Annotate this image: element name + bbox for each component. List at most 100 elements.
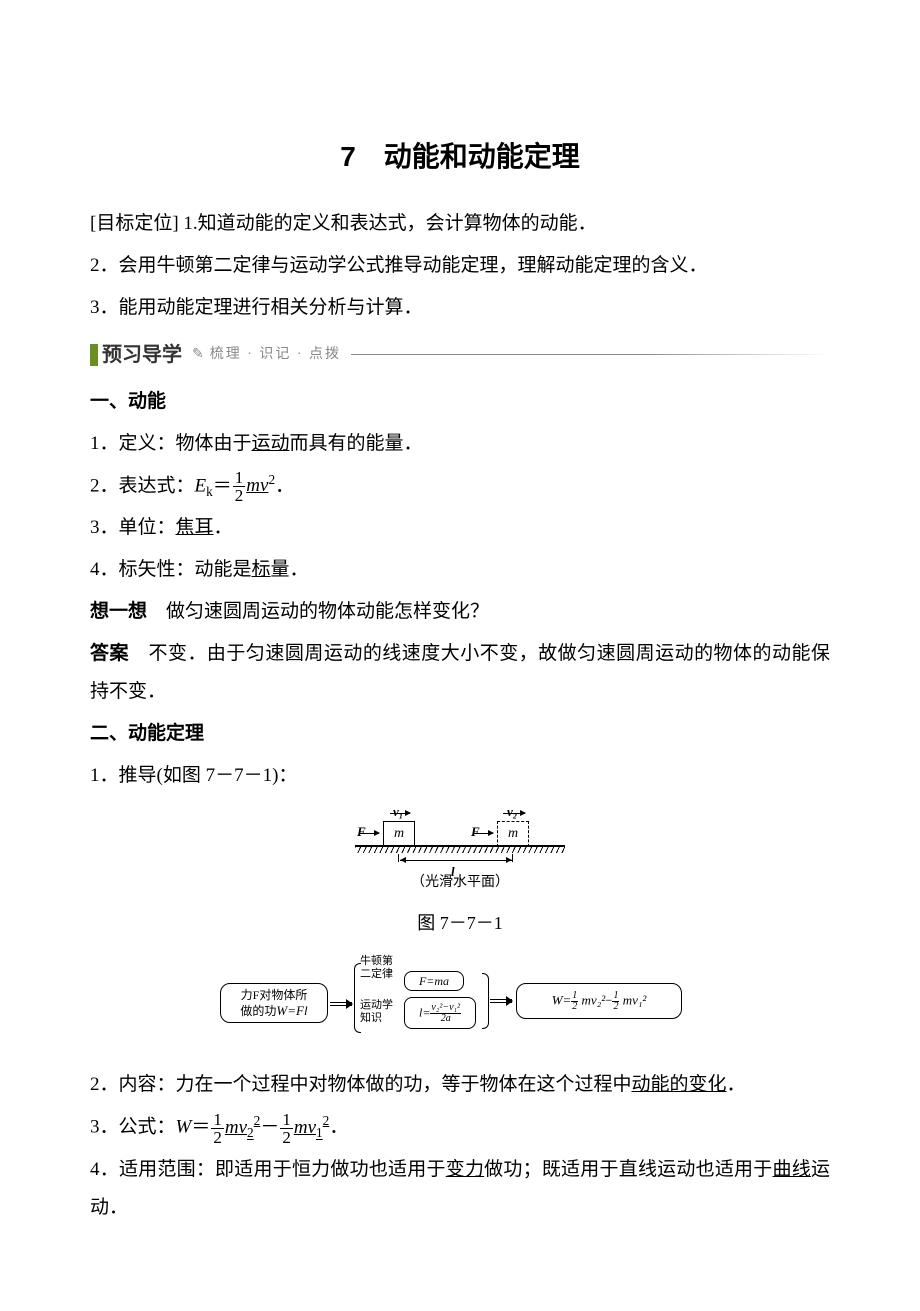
s2-p3-f1: 12 <box>211 1111 224 1146</box>
b3-minus: − <box>605 992 612 1007</box>
s1-p1-post: 而具有的能量． <box>290 433 423 454</box>
dim-tick-left <box>398 854 399 862</box>
surface-note: （光滑水平面） <box>355 869 565 897</box>
s1-p1-u: 运动 <box>252 433 290 454</box>
s2-p2-pre: 2．内容：力在一个过程中对物体做的功，等于物体在这个过程中 <box>90 1074 632 1095</box>
objective-1: [目标定位] 1.知道动能的定义和表达式，会计算物体的动能． <box>90 205 830 243</box>
s2-p3-pre: 3．公式： <box>90 1117 176 1138</box>
think-line: 想一想 做匀速圆周运动的物体动能怎样变化？ <box>90 593 830 631</box>
s2-p3-n1: 1 <box>211 1111 224 1129</box>
section-2-heading: 二、动能定理 <box>90 715 830 753</box>
s2-p2-post: ． <box>727 1074 746 1095</box>
banner-sub: 梳理 · 识记 · 点拨 <box>210 341 341 369</box>
s1-p2-den: 2 <box>233 487 246 504</box>
s2-p3-eq: ＝ <box>191 1117 210 1138</box>
s2-p3-d1: 2 <box>211 1129 224 1146</box>
banner-line <box>351 354 830 355</box>
answer-line: 答案 不变．由于匀速圆周运动的线速度大小不变，故做匀速圆周运动的物体的动能保持不… <box>90 635 830 711</box>
flow-box-newton: F=ma <box>404 971 464 991</box>
box1-l2-pre: 做的功 <box>240 1004 276 1018</box>
objective-3: 3．能用动能定理进行相关分析与计算． <box>90 289 830 327</box>
s2-p2-u: 动能的变化 <box>632 1074 727 1095</box>
small2-den: 2a <box>430 1014 461 1024</box>
s2-p4: 4．适用范围：即适用于恒力做功也适用于变力做功；既适用于直线运动也适用于曲线运动… <box>90 1151 830 1227</box>
s1-p2-frac: 12 <box>233 469 246 504</box>
section-1-heading: 一、动能 <box>90 383 830 421</box>
v1-label: v₁ <box>393 799 403 825</box>
s1-p4: 4．标矢性：动能是标量． <box>90 551 830 589</box>
b3-pre: W= <box>552 992 572 1007</box>
think-label: 想一想 <box>90 601 147 622</box>
s2-p3-n2: 1 <box>280 1111 293 1129</box>
s2-p4-u2: 曲线 <box>773 1159 811 1180</box>
flow-box-work: 力F对物体所 做的功W=Fl <box>220 983 328 1023</box>
flow-box-result: W=12 mv₂²−12 mv₁² <box>516 983 682 1019</box>
document-page: 7 动能和动能定理 [目标定位] 1.知道动能的定义和表达式，会计算物体的动能．… <box>0 0 920 1311</box>
s1-p1-pre: 1．定义：物体由于 <box>90 433 252 454</box>
flow-arrow-1 <box>330 1002 352 1004</box>
figure-1-caption: 图 7－7－1 <box>90 905 830 941</box>
ground-hatch <box>355 846 565 853</box>
s2-p3-s2a: 2 <box>247 1126 254 1141</box>
s1-p2-num: 1 <box>233 469 246 487</box>
v2-label: v₂ <box>507 799 517 825</box>
s1-p4-pre: 4．标矢性：动能是 <box>90 559 252 580</box>
s1-p2: 2．表达式：Ek＝12mv2 ． <box>90 467 830 506</box>
mid-label-bot: 运动学 知识 <box>360 999 393 1023</box>
s1-p2-eq: ＝ <box>213 475 232 496</box>
s1-p3-post: ． <box>214 517 233 538</box>
answer-label: 答案 <box>90 643 129 664</box>
think-q: 做匀速圆周运动的物体动能怎样变化？ <box>147 601 489 622</box>
force-label-2: F <box>471 819 480 845</box>
s1-p2-pre: 2．表达式： <box>90 475 195 496</box>
s1-p2-k: k <box>206 484 213 499</box>
s1-p2-post: ． <box>275 475 294 496</box>
answer-text: 不变．由于匀速圆周运动的线速度大小不变，故做匀速圆周运动的物体的动能保持不变． <box>90 643 830 702</box>
pencil-icon: ✎ <box>192 341 204 369</box>
s2-p2: 2．内容：力在一个过程中对物体做的功，等于物体在这个过程中动能的变化． <box>90 1066 830 1104</box>
figure-2: 力F对物体所 做的功W=Fl 牛顿第 二定律 运动学 知识 F=ma l=v₂²… <box>90 951 830 1060</box>
banner-bar <box>90 344 98 366</box>
objective-2: 2．会用牛顿第二定律与运动学公式推导动能定理，理解动能定理的含义． <box>90 247 830 285</box>
s2-p4-pre: 4．适用范围：即适用于恒力做功也适用于 <box>90 1159 446 1180</box>
small2-frac: v₂²−v₁²2a <box>430 1003 461 1024</box>
force-label-1: F <box>357 819 366 845</box>
derivation-flowchart: 力F对物体所 做的功W=Fl 牛顿第 二定律 运动学 知识 F=ma l=v₂²… <box>220 951 700 1046</box>
objective-1-text: 1.知道动能的定义和表达式，会计算物体的动能． <box>183 213 596 234</box>
s2-p3-mv2: mv <box>294 1117 316 1138</box>
objective-label: [目标定位] <box>90 213 179 234</box>
mid-label-top: 牛顿第 二定律 <box>360 955 393 979</box>
box1-l1: 力F对物体所 <box>241 988 308 1002</box>
dimension-l <box>400 860 512 861</box>
s2-p4-mid: 做功；既适用于直线运动也适用于 <box>484 1159 772 1180</box>
s2-p4-u1: 变力 <box>446 1159 484 1180</box>
s1-p3-pre: 3．单位： <box>90 517 176 538</box>
dim-tick-right <box>512 854 513 862</box>
s2-p3-f2: 12 <box>280 1111 293 1146</box>
s2-p3-W: W <box>176 1117 192 1138</box>
s2-p1: 1．推导(如图 7－7－1)： <box>90 757 830 795</box>
brace-left <box>354 963 361 1033</box>
free-body-diagram: F m v₁ F m v₂ l （光滑水平面） <box>355 805 565 885</box>
small1-text: F=ma <box>419 975 449 988</box>
s2-p3-d2: 2 <box>280 1129 293 1146</box>
figure-1: F m v₁ F m v₂ l （光滑水平面） <box>90 805 830 899</box>
chapter-title: 7 动能和动能定理 <box>90 129 830 185</box>
s2-p3-post: ． <box>329 1117 348 1138</box>
s2-p3-minus: － <box>260 1117 279 1138</box>
s2-p3-s1a: 1 <box>316 1126 323 1141</box>
flow-arrow-2 <box>490 999 512 1001</box>
preview-banner: 预习导学 ✎ 梳理 · 识记 · 点拨 <box>90 341 830 369</box>
s2-p3-mv1: mv <box>225 1117 247 1138</box>
s1-p2-E: E <box>195 475 207 496</box>
s1-p4-post: 量． <box>271 559 309 580</box>
s1-p1: 1．定义：物体由于运动而具有的能量． <box>90 425 830 463</box>
s2-p3: 3．公式：W＝12mv22－12mv12． <box>90 1108 830 1147</box>
small2-pre: l= <box>419 1005 430 1019</box>
s1-p3-u: 焦耳 <box>176 517 214 538</box>
b3-mv2: mv₂² <box>578 992 605 1007</box>
s1-p4-u: 标 <box>252 559 271 580</box>
flow-box-kinematics: l=v₂²−v₁²2a <box>404 997 476 1029</box>
brace-right <box>482 973 489 1029</box>
s1-p2-mv: mv <box>246 475 268 496</box>
